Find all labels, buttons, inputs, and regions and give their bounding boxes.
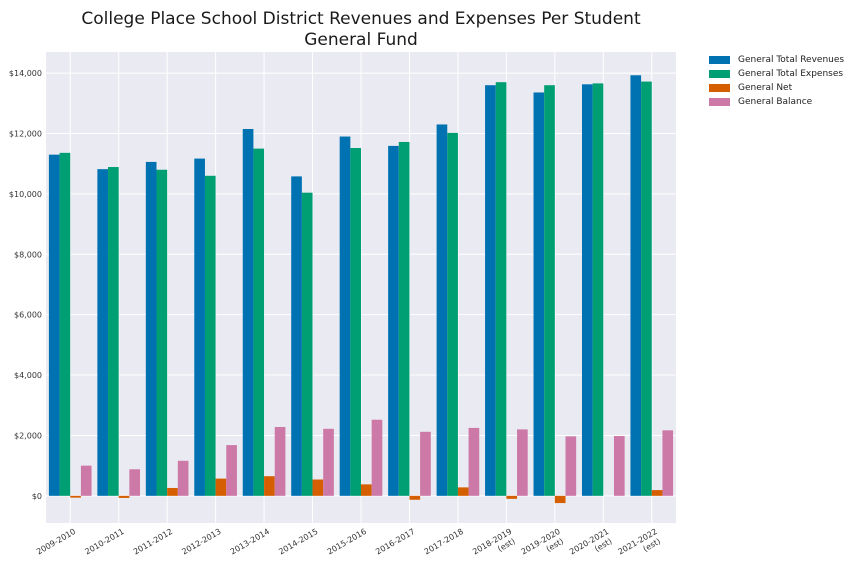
bar xyxy=(274,426,286,496)
bar xyxy=(371,419,383,496)
bar xyxy=(651,490,663,496)
y-tick-label: $2,000 xyxy=(14,431,42,440)
bar xyxy=(436,124,448,496)
y-tick-label: $12,000 xyxy=(9,130,42,139)
x-tick-label: 2013-2014 xyxy=(229,527,271,557)
y-tick-label: $0 xyxy=(32,492,42,501)
y-tick-label: $8,000 xyxy=(14,250,42,259)
bar xyxy=(80,465,92,496)
bar xyxy=(339,136,351,496)
bar xyxy=(177,460,189,496)
bar xyxy=(194,158,205,496)
bar xyxy=(495,82,507,496)
bar xyxy=(361,484,372,496)
bar xyxy=(613,436,625,496)
bar xyxy=(167,487,178,496)
x-tick-label: 2020-2021(est) xyxy=(568,527,615,565)
legend: General Total Revenues General Total Exp… xyxy=(709,53,844,109)
legend-label: General Total Revenues xyxy=(738,55,845,65)
bar xyxy=(48,154,60,496)
bar xyxy=(301,192,313,496)
x-tick-label: 2009-2010 xyxy=(35,527,77,557)
bar xyxy=(641,81,652,496)
bar xyxy=(447,132,458,496)
bar xyxy=(630,75,642,496)
legend-item: General Total Revenues xyxy=(709,53,844,67)
bar xyxy=(457,487,469,496)
bar xyxy=(468,427,480,496)
bar xyxy=(226,445,237,496)
chart-title: College Place School District Revenues a… xyxy=(81,9,641,29)
bar xyxy=(420,431,431,496)
legend-label: General Balance xyxy=(738,97,813,107)
y-tick-label: $14,000 xyxy=(9,69,42,78)
bar xyxy=(506,495,518,499)
bar xyxy=(533,92,545,496)
bar xyxy=(485,85,496,496)
legend-label: General Net xyxy=(738,83,793,93)
bar xyxy=(581,84,593,496)
bar xyxy=(264,476,275,496)
legend-item: General Balance xyxy=(709,95,844,109)
bar xyxy=(554,495,566,504)
bar xyxy=(662,430,674,496)
bar xyxy=(409,495,421,500)
bar xyxy=(323,428,334,496)
bar xyxy=(253,148,265,496)
bar xyxy=(145,161,157,496)
x-tick-label: 2015-2016 xyxy=(326,527,368,557)
x-tick-label: 2011-2012 xyxy=(132,527,174,557)
x-tick-label: 2017-2018 xyxy=(423,527,465,557)
legend-item: General Net xyxy=(709,81,844,95)
bar xyxy=(312,479,324,496)
legend-label: General Total Expenses xyxy=(738,69,844,79)
bar xyxy=(118,495,130,498)
bar xyxy=(350,148,361,496)
x-tick-label: 2016-2017 xyxy=(374,527,416,557)
bar xyxy=(544,85,555,496)
bar xyxy=(242,128,254,496)
bar xyxy=(59,152,71,496)
x-tick-label: 2012-2013 xyxy=(180,527,222,557)
bar xyxy=(70,495,81,498)
legend-item: General Total Expenses xyxy=(709,67,844,81)
bar xyxy=(204,175,216,496)
x-tick-label: 2018-2019(est) xyxy=(471,527,518,565)
bar xyxy=(97,169,109,496)
x-tick-label: 2010-2011 xyxy=(83,527,125,557)
legend-swatch-revenues xyxy=(709,56,730,64)
chart-subtitle: General Fund xyxy=(304,30,418,50)
bar xyxy=(129,469,141,496)
x-tick-label: 2019-2020(est) xyxy=(520,527,567,565)
legend-swatch-net xyxy=(709,84,730,92)
legend-swatch-balance xyxy=(709,98,730,106)
bar xyxy=(215,478,227,496)
bar xyxy=(517,429,528,496)
y-tick-label: $10,000 xyxy=(9,190,42,199)
bar xyxy=(156,169,168,496)
bar xyxy=(291,176,302,496)
y-tick-label: $6,000 xyxy=(14,311,42,320)
bar xyxy=(398,141,410,496)
y-tick-label: $4,000 xyxy=(14,371,42,380)
bar xyxy=(388,145,399,496)
legend-swatch-expenses xyxy=(709,70,730,78)
bar xyxy=(592,83,604,496)
x-tick-label: 2014-2015 xyxy=(277,527,319,557)
x-tick-label: 2021-2022(est) xyxy=(617,527,664,565)
bar xyxy=(565,436,577,496)
bar xyxy=(108,167,119,496)
